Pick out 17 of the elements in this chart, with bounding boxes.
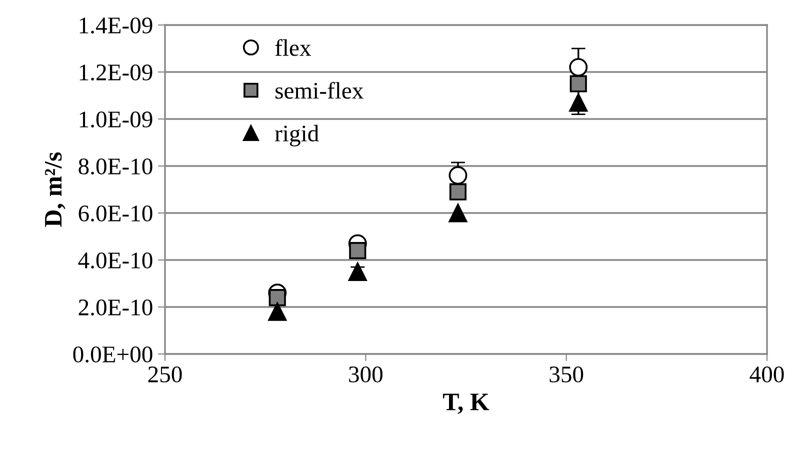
x-tick-label: 400 bbox=[750, 366, 784, 382]
legend-label: flex bbox=[275, 39, 311, 56]
legend-label: rigid bbox=[275, 124, 319, 146]
x-tick-label: 300 bbox=[349, 366, 382, 382]
y-tick-label: 1.0E-09 bbox=[80, 111, 152, 128]
y-tick-label: 1.2E-09 bbox=[80, 64, 152, 81]
y-tick-label: 6.0E-10 bbox=[78, 205, 152, 222]
y-tick-label: 4.0E-10 bbox=[78, 252, 152, 269]
y-tick-label: 2.0E-10 bbox=[78, 299, 152, 316]
legend-label: semi-flex bbox=[276, 82, 364, 99]
x-tick-label: 250 bbox=[148, 366, 182, 382]
y-tick-label: 0.0E+00 bbox=[73, 346, 152, 363]
y-tick-label: 8.0E-10 bbox=[78, 158, 152, 175]
x-tick-label: 350 bbox=[550, 366, 584, 382]
y-tick-label: 1.4E-09 bbox=[80, 17, 152, 34]
x-axis-title: T, K bbox=[443, 394, 490, 414]
y-axis-title: D, m²/s bbox=[44, 152, 66, 227]
